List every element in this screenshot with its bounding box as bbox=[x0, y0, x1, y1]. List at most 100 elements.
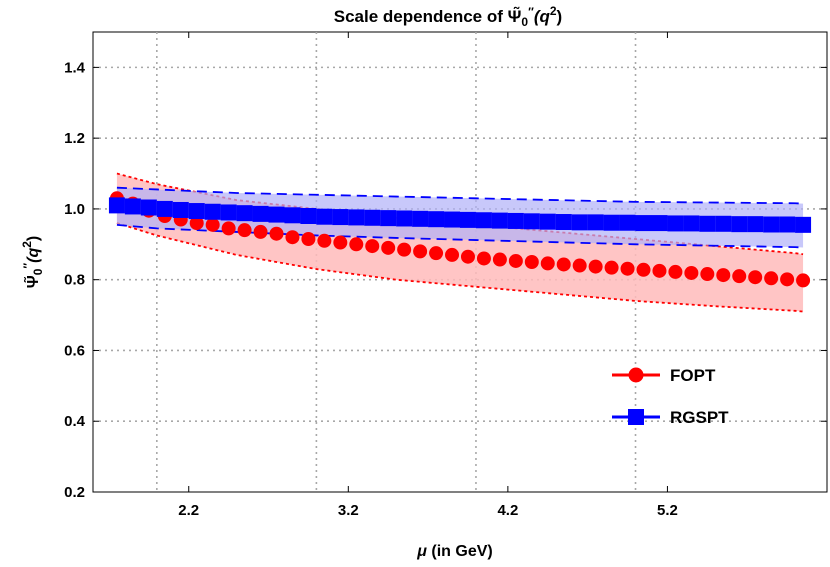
chart-title-arg-open: (q bbox=[534, 7, 551, 26]
plot-frame bbox=[92, 31, 828, 493]
point-rgspt bbox=[124, 198, 141, 215]
point-rgspt bbox=[156, 200, 173, 217]
point-rgspt bbox=[731, 216, 748, 233]
chart-title: Scale dependence of Ψ̃0″(q2) bbox=[334, 4, 562, 29]
point-rgspt bbox=[507, 212, 524, 229]
point-rgspt bbox=[651, 215, 668, 232]
point-fopt bbox=[732, 269, 747, 284]
point-fopt bbox=[492, 252, 507, 267]
chart-title-prefix: Scale dependence of bbox=[334, 7, 508, 26]
point-fopt bbox=[764, 271, 779, 286]
y-axis-label-close: ) bbox=[25, 236, 42, 241]
x-tick-label: 3.2 bbox=[338, 502, 359, 519]
point-rgspt bbox=[252, 205, 269, 222]
point-rgspt bbox=[699, 215, 716, 232]
y-axis-label-sub: 0 bbox=[31, 268, 45, 275]
y-axis-label-primes: ″ bbox=[21, 263, 35, 269]
x-tick-label: 5.2 bbox=[657, 502, 678, 519]
point-fopt bbox=[668, 264, 683, 279]
chart-title-arg-close: ) bbox=[557, 7, 563, 26]
point-fopt bbox=[524, 255, 539, 269]
point-fopt bbox=[700, 267, 715, 282]
point-rgspt bbox=[763, 216, 780, 233]
point-rgspt bbox=[204, 203, 221, 220]
y-tick-label: 0.2 bbox=[64, 484, 85, 501]
point-fopt bbox=[460, 249, 475, 264]
band-lower-fopt bbox=[116, 222, 804, 313]
point-fopt bbox=[508, 253, 523, 268]
x-axis-label: μ (in GeV) bbox=[416, 543, 492, 560]
point-rgspt bbox=[715, 215, 732, 232]
y-axis-label-arg: (q bbox=[25, 248, 42, 263]
point-fopt bbox=[333, 235, 348, 250]
point-rgspt bbox=[188, 203, 205, 220]
legend-rgspt-marker bbox=[628, 409, 644, 425]
point-rgspt bbox=[795, 216, 812, 233]
point-rgspt bbox=[268, 206, 285, 223]
point-fopt bbox=[604, 260, 619, 275]
y-tick-label: 1.0 bbox=[64, 201, 85, 218]
y-tick-label: 0.8 bbox=[64, 272, 85, 289]
point-rgspt bbox=[108, 197, 125, 214]
point-fopt bbox=[716, 268, 731, 283]
point-rgspt bbox=[619, 214, 636, 231]
point-rgspt bbox=[555, 214, 572, 231]
point-rgspt bbox=[220, 204, 237, 221]
point-fopt bbox=[636, 262, 651, 277]
y-tick-label: 0.4 bbox=[64, 413, 86, 430]
legend-item-rgspt: RGSPT bbox=[612, 408, 729, 427]
y-tick-label: 1.2 bbox=[64, 130, 85, 147]
point-rgspt bbox=[428, 211, 445, 228]
point-rgspt bbox=[603, 214, 620, 231]
point-fopt bbox=[445, 247, 460, 262]
point-fopt bbox=[652, 263, 667, 278]
point-fopt bbox=[796, 273, 811, 288]
point-rgspt bbox=[475, 212, 492, 229]
x-axis-label-rest: (in GeV) bbox=[427, 543, 493, 560]
point-rgspt bbox=[316, 208, 333, 225]
point-rgspt bbox=[587, 214, 604, 231]
point-fopt bbox=[429, 246, 444, 261]
point-fopt bbox=[317, 233, 332, 248]
point-rgspt bbox=[396, 210, 413, 227]
point-fopt bbox=[413, 244, 428, 259]
point-fopt bbox=[285, 230, 300, 245]
point-fopt bbox=[780, 272, 795, 287]
point-rgspt bbox=[491, 212, 508, 229]
point-rgspt bbox=[364, 209, 381, 226]
point-fopt bbox=[572, 258, 587, 273]
legend-fopt-label: FOPT bbox=[670, 366, 716, 385]
point-rgspt bbox=[667, 215, 684, 232]
point-fopt bbox=[381, 240, 396, 255]
legend-item-fopt: FOPT bbox=[612, 366, 716, 385]
x-tick-label: 4.2 bbox=[497, 502, 518, 519]
point-fopt bbox=[349, 237, 364, 252]
point-rgspt bbox=[284, 207, 301, 224]
point-rgspt bbox=[380, 210, 397, 227]
point-rgspt bbox=[236, 205, 253, 222]
band-upper-rgspt bbox=[116, 186, 804, 205]
chart-title-sup: 2 bbox=[550, 4, 557, 18]
point-rgspt bbox=[779, 216, 796, 233]
point-rgspt bbox=[444, 211, 461, 228]
y-axis-label: Ψ̃0″(q2) bbox=[20, 236, 45, 289]
data-markers bbox=[108, 191, 812, 288]
legend: FOPT RGSPT bbox=[612, 366, 729, 427]
point-rgspt bbox=[140, 199, 157, 216]
point-fopt bbox=[620, 261, 635, 276]
x-axis-label-mu: μ bbox=[416, 543, 427, 560]
point-fopt bbox=[205, 217, 220, 232]
point-fopt bbox=[748, 270, 763, 285]
x-tick-label: 2.2 bbox=[178, 502, 199, 519]
point-fopt bbox=[269, 226, 284, 241]
point-rgspt bbox=[332, 209, 349, 226]
point-rgspt bbox=[747, 216, 764, 233]
point-fopt bbox=[588, 259, 603, 274]
chart-title-psi: Ψ̃ bbox=[508, 6, 522, 26]
y-axis-label-psi: Ψ̃ bbox=[22, 275, 42, 288]
chart-title-primes: ″ bbox=[528, 5, 534, 19]
point-rgspt bbox=[459, 211, 476, 228]
point-rgspt bbox=[683, 215, 700, 232]
point-fopt bbox=[556, 257, 571, 272]
point-fopt bbox=[476, 251, 491, 266]
